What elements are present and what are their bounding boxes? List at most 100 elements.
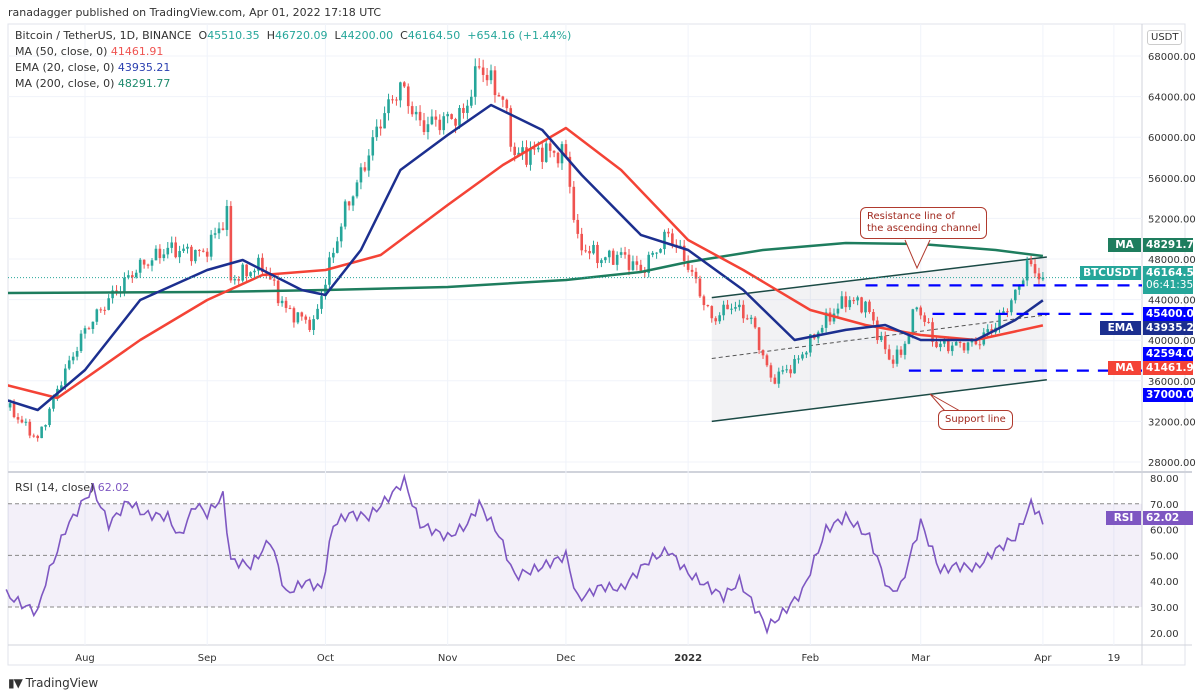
candle-body: [493, 70, 497, 96]
rsi-line: [5, 473, 1044, 635]
time-tick-label: 2022: [674, 653, 702, 664]
rsi-tick-label: 40.00: [1150, 577, 1179, 588]
candle-body: [225, 206, 229, 230]
candle-body: [580, 233, 583, 251]
candle-body: [422, 120, 426, 133]
candle-body: [131, 275, 134, 278]
rsi-legend[interactable]: RSI (14, close) 62.02: [15, 481, 129, 494]
candle-body: [288, 307, 292, 309]
price-tick-label: 68000.00: [1148, 52, 1196, 63]
main-pane: [8, 58, 1142, 442]
candle-body: [194, 249, 197, 262]
candle-body: [742, 304, 745, 319]
candle-body: [44, 425, 47, 427]
candle-body: [1010, 300, 1013, 313]
candle-body: [576, 219, 580, 234]
candle-body: [213, 233, 217, 235]
rsi-tick-label: 80.00: [1150, 474, 1179, 485]
ma200-value: 48291.77: [117, 77, 171, 90]
candle-body: [978, 344, 982, 346]
candle-body: [442, 116, 446, 131]
candle-body: [146, 264, 150, 266]
candle-body: [540, 147, 544, 162]
candle-body: [473, 66, 477, 97]
candle-body: [233, 279, 237, 281]
candle-body: [706, 305, 710, 307]
rsi-value: 62.02: [97, 481, 130, 494]
last-price-badge: 46164.50 06:41:35: [1143, 266, 1193, 294]
candle-body: [694, 271, 698, 279]
candle-body: [698, 278, 702, 297]
ma200-tag: MA: [1108, 238, 1141, 252]
symbol-legend: Bitcoin / TetherUS, 1D, BINANCE O45510.3…: [15, 29, 571, 42]
candle-body: [1006, 311, 1009, 313]
candle-body: [142, 259, 146, 265]
rsi-value-badge: 62.02: [1143, 511, 1193, 525]
candle-body: [564, 144, 568, 157]
level-42594-badge: 42594.00: [1143, 347, 1193, 361]
candle-body: [769, 365, 773, 378]
candle-body: [418, 111, 422, 121]
symbol-name[interactable]: Bitcoin / TetherUS, 1D, BINANCE: [15, 29, 192, 42]
ma50-tag: MA: [1108, 361, 1141, 375]
candle-body: [1002, 311, 1005, 315]
candle-body: [954, 342, 958, 346]
low-prefix: L: [334, 29, 341, 42]
candle-body: [659, 249, 662, 253]
candle-body: [521, 147, 524, 153]
candle-body: [375, 126, 379, 138]
candle-body: [734, 307, 737, 309]
candle-body: [166, 247, 170, 255]
candle-body: [903, 343, 907, 355]
candle-body: [777, 371, 781, 384]
candle-body: [891, 359, 895, 364]
candle-body: [738, 304, 741, 308]
candle-body: [170, 242, 174, 248]
candle-body: [856, 297, 859, 301]
candle-body: [895, 349, 899, 364]
candle-body: [887, 349, 891, 360]
candle-body: [201, 250, 205, 252]
time-tick-label: Mar: [911, 653, 931, 664]
candle-body: [335, 241, 339, 253]
support-annotation[interactable]: Support line: [938, 410, 1013, 430]
ma200-legend[interactable]: MA (200, close, 0) 48291.77: [15, 77, 170, 90]
resistance-annotation[interactable]: Resistance line of the ascending channel: [860, 207, 988, 239]
candle-body: [127, 275, 130, 278]
time-tick-label: Sep: [198, 653, 217, 664]
candle-body: [379, 126, 382, 129]
candle-body: [556, 152, 560, 164]
candle-body: [28, 421, 32, 436]
candle-body: [48, 408, 51, 426]
candle-body: [879, 336, 883, 341]
candle-body: [525, 147, 528, 165]
candle-body: [312, 319, 315, 330]
candle-body: [781, 370, 785, 372]
candle-body: [481, 67, 485, 75]
ema20-value: 43935.21: [117, 61, 171, 74]
change-value: +654.16 (+1.44%): [467, 29, 572, 42]
candle-body: [217, 228, 221, 234]
price-tick-label: 44000.00: [1148, 296, 1196, 307]
candle-body: [749, 317, 753, 320]
candle-body: [355, 182, 359, 197]
time-tick-label: Oct: [317, 653, 334, 664]
candle-body: [745, 318, 749, 320]
candle-body: [1014, 289, 1017, 301]
channel-fill: [711, 256, 1047, 422]
low-value: 44200.00: [340, 29, 394, 42]
candle-body: [399, 82, 402, 101]
ma50-legend[interactable]: MA (50, close, 0) 41461.91: [15, 45, 163, 58]
tradingview-logo[interactable]: ▮▼ TradingView: [8, 676, 98, 690]
candle-body: [548, 143, 552, 151]
candle-body: [406, 86, 410, 107]
ma50-value: 41461.91: [110, 45, 164, 58]
ema20-legend[interactable]: EMA (20, close, 0) 43935.21: [15, 61, 170, 74]
time-tick-label: 19: [1107, 653, 1120, 664]
candle-body: [150, 260, 154, 266]
candle-body: [915, 307, 919, 310]
ma200-price-badge: 48291.77: [1143, 238, 1193, 252]
candle-body: [347, 201, 351, 206]
currency-button[interactable]: USDT: [1147, 30, 1183, 45]
